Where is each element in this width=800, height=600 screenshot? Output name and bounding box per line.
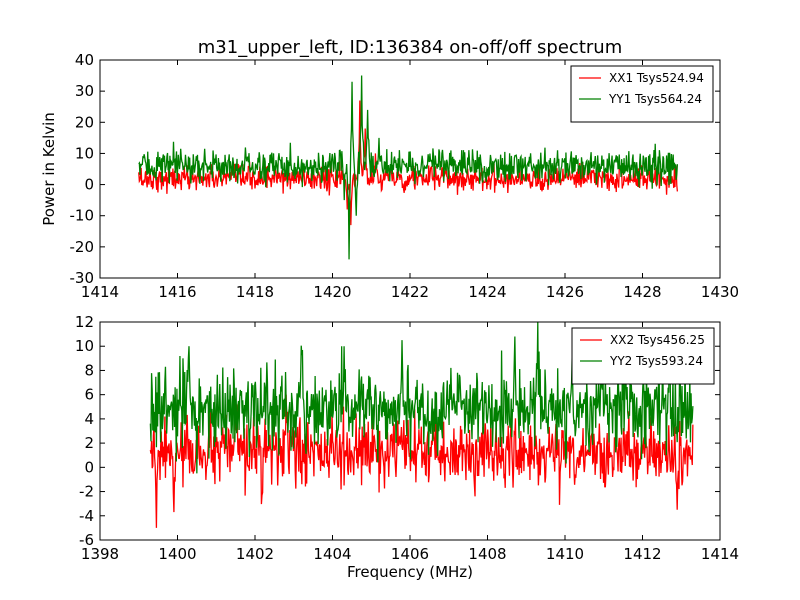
y-tick-label: -6 <box>79 531 94 549</box>
y-tick-label: 20 <box>75 113 94 131</box>
legend: XX2 Tsys456.25 YY2 Tsys593.24 <box>571 327 715 385</box>
y-axis-label: Power in Kelvin <box>40 112 58 226</box>
y-tick-label: 2 <box>84 434 94 452</box>
x-tick-label: 1420 <box>313 283 351 301</box>
y-tick-label: 10 <box>75 144 94 162</box>
legend: XX1 Tsys524.94 YY1 Tsys564.24 <box>570 65 714 123</box>
y-tick-label: 0 <box>84 458 94 476</box>
series-line-2 <box>138 75 679 260</box>
x-tick-label: 1410 <box>546 545 584 563</box>
x-tick-label: 1426 <box>546 283 584 301</box>
x-tick-label: 1406 <box>391 545 429 563</box>
legend-label: YY2 Tsys593.24 <box>609 354 703 368</box>
x-tick-label: 1400 <box>158 545 196 563</box>
top-plot: 1414 1416 1418 1420 1422 1424 1426 1428 1430 -30 -… <box>70 51 740 301</box>
x-axis-label: Frequency (MHz) <box>347 563 473 581</box>
y-tick-label: 8 <box>84 361 94 379</box>
y-tick-label: 40 <box>75 51 94 69</box>
chart-title: m31_upper_left, ID:136384 on-off/off spe… <box>198 37 622 58</box>
x-tick-label: 1428 <box>623 283 661 301</box>
x-tick-label: 1404 <box>313 545 351 563</box>
y-tick-label: 0 <box>84 176 94 194</box>
y-tick-label: 6 <box>84 386 94 404</box>
y-tick-label: -20 <box>70 238 95 256</box>
y-tick-label: 30 <box>75 82 94 100</box>
x-tick-label: 1408 <box>468 545 506 563</box>
legend-label: YY1 Tsys564.24 <box>608 92 702 106</box>
y-tick-label: 12 <box>75 313 94 331</box>
y-tick-label: -30 <box>70 269 95 287</box>
series-line-2 <box>149 322 694 474</box>
x-tick-label: 1424 <box>468 283 506 301</box>
y-tick-label: -4 <box>79 507 94 525</box>
x-tick-label: 1414 <box>701 545 739 563</box>
bottom-plot: 1398 1400 1402 1404 1406 1408 1410 1412 1414 -6 -4… <box>75 313 739 563</box>
y-tick-label: -10 <box>70 207 95 225</box>
y-tick-label: 10 <box>75 337 94 355</box>
x-tick-label: 1430 <box>701 283 739 301</box>
x-tick-label: 1422 <box>391 283 429 301</box>
y-tick-label: 4 <box>84 410 94 428</box>
legend-box <box>571 327 715 385</box>
x-tick-label: 1402 <box>236 545 274 563</box>
y-tick-label: -2 <box>79 483 94 501</box>
legend-label: XX1 Tsys524.94 <box>609 71 704 85</box>
x-tick-label: 1418 <box>236 283 274 301</box>
legend-label: XX2 Tsys456.25 <box>610 333 705 347</box>
series-line-1 <box>149 394 694 528</box>
x-tick-label: 1398 <box>81 545 119 563</box>
x-tick-label: 1412 <box>623 545 661 563</box>
x-tick-label: 1416 <box>158 283 196 301</box>
legend-box <box>570 65 714 123</box>
x-tick-label: 1414 <box>81 283 119 301</box>
